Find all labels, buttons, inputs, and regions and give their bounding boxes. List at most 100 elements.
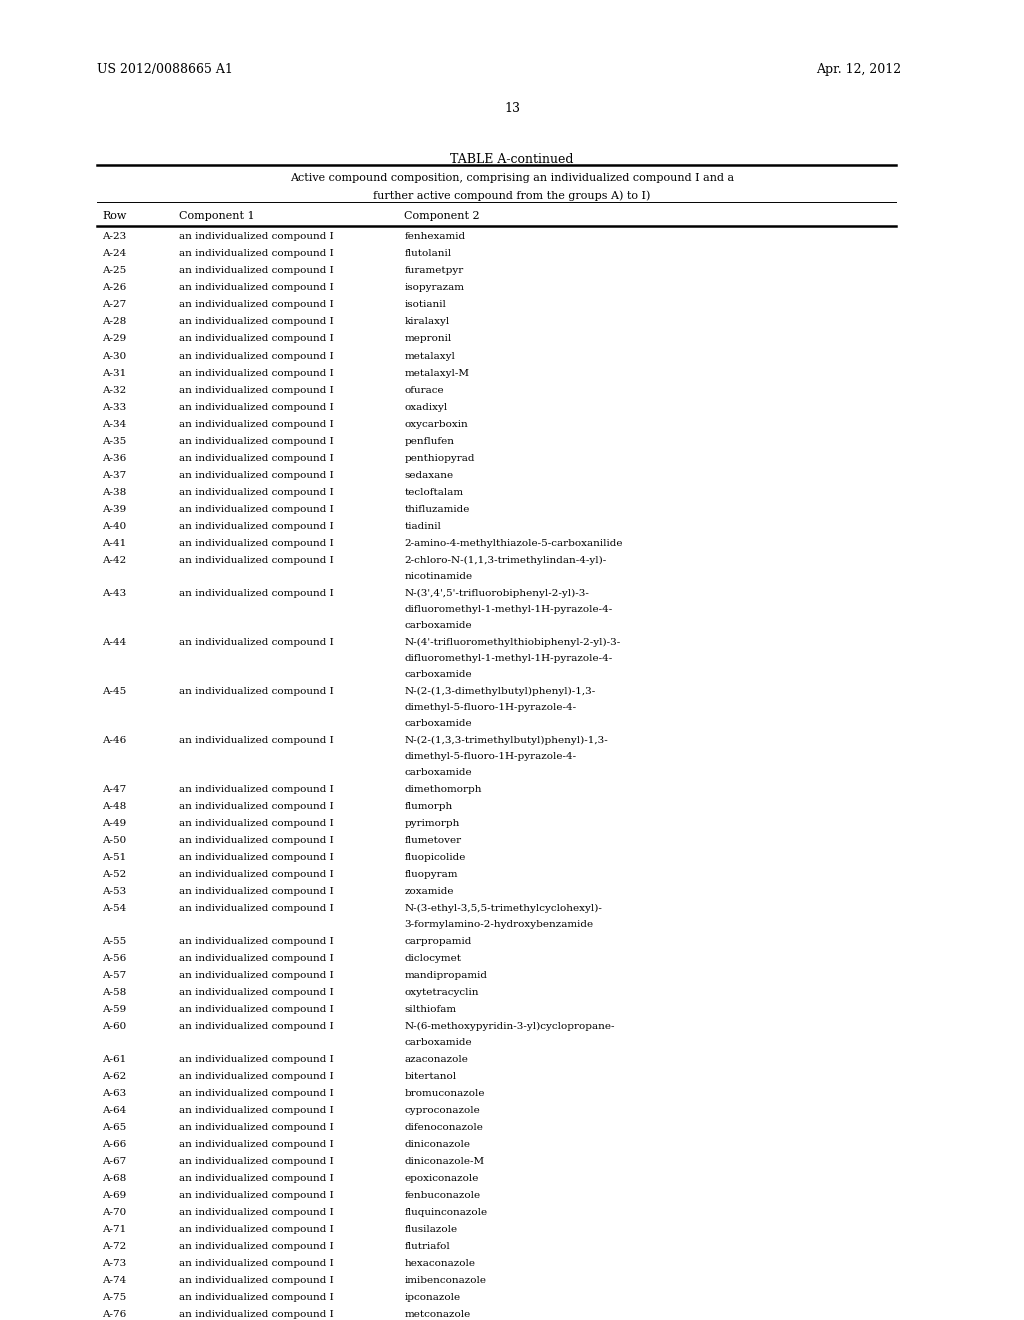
Text: penflufen: penflufen (404, 437, 455, 446)
Text: cyproconazole: cyproconazole (404, 1106, 480, 1115)
Text: an individualized compound I: an individualized compound I (179, 735, 334, 744)
Text: A-32: A-32 (102, 385, 127, 395)
Text: TABLE A-continued: TABLE A-continued (451, 153, 573, 166)
Text: Row: Row (102, 211, 127, 222)
Text: mepronil: mepronil (404, 334, 452, 343)
Text: 13: 13 (504, 102, 520, 115)
Text: isotianil: isotianil (404, 301, 446, 309)
Text: an individualized compound I: an individualized compound I (179, 1123, 334, 1133)
Text: an individualized compound I: an individualized compound I (179, 318, 334, 326)
Text: Apr. 12, 2012: Apr. 12, 2012 (816, 63, 901, 77)
Text: an individualized compound I: an individualized compound I (179, 1276, 334, 1286)
Text: an individualized compound I: an individualized compound I (179, 1175, 334, 1183)
Text: metalaxyl-M: metalaxyl-M (404, 368, 469, 378)
Text: an individualized compound I: an individualized compound I (179, 1005, 334, 1014)
Text: A-76: A-76 (102, 1311, 127, 1320)
Text: carboxamide: carboxamide (404, 1038, 472, 1047)
Text: an individualized compound I: an individualized compound I (179, 437, 334, 446)
Text: an individualized compound I: an individualized compound I (179, 1259, 334, 1269)
Text: oxycarboxin: oxycarboxin (404, 420, 468, 429)
Text: an individualized compound I: an individualized compound I (179, 887, 334, 896)
Text: A-27: A-27 (102, 301, 127, 309)
Text: A-40: A-40 (102, 521, 127, 531)
Text: difluoromethyl-1-methyl-1H-pyrazole-4-: difluoromethyl-1-methyl-1H-pyrazole-4- (404, 605, 612, 614)
Text: A-48: A-48 (102, 801, 127, 810)
Text: A-36: A-36 (102, 454, 127, 463)
Text: A-30: A-30 (102, 351, 127, 360)
Text: an individualized compound I: an individualized compound I (179, 1294, 334, 1303)
Text: an individualized compound I: an individualized compound I (179, 249, 334, 259)
Text: A-50: A-50 (102, 836, 127, 845)
Text: an individualized compound I: an individualized compound I (179, 385, 334, 395)
Text: N-(6-methoxypyridin-3-yl)cyclopropane-: N-(6-methoxypyridin-3-yl)cyclopropane- (404, 1022, 615, 1031)
Text: an individualized compound I: an individualized compound I (179, 488, 334, 496)
Text: A-45: A-45 (102, 686, 127, 696)
Text: fluquinconazole: fluquinconazole (404, 1208, 487, 1217)
Text: A-35: A-35 (102, 437, 127, 446)
Text: pyrimorph: pyrimorph (404, 818, 460, 828)
Text: flutolanil: flutolanil (404, 249, 452, 259)
Text: A-42: A-42 (102, 556, 127, 565)
Text: A-41: A-41 (102, 539, 127, 548)
Text: an individualized compound I: an individualized compound I (179, 471, 334, 479)
Text: carboxamide: carboxamide (404, 768, 472, 776)
Text: A-74: A-74 (102, 1276, 127, 1286)
Text: A-39: A-39 (102, 504, 127, 513)
Text: an individualized compound I: an individualized compound I (179, 1192, 334, 1200)
Text: furametpyr: furametpyr (404, 267, 464, 276)
Text: an individualized compound I: an individualized compound I (179, 403, 334, 412)
Text: an individualized compound I: an individualized compound I (179, 284, 334, 293)
Text: an individualized compound I: an individualized compound I (179, 539, 334, 548)
Text: an individualized compound I: an individualized compound I (179, 836, 334, 845)
Text: ofurace: ofurace (404, 385, 444, 395)
Text: A-71: A-71 (102, 1225, 127, 1234)
Text: an individualized compound I: an individualized compound I (179, 1055, 334, 1064)
Text: diniconazole-M: diniconazole-M (404, 1158, 484, 1167)
Text: bromuconazole: bromuconazole (404, 1089, 485, 1098)
Text: an individualized compound I: an individualized compound I (179, 870, 334, 879)
Text: A-37: A-37 (102, 471, 127, 479)
Text: an individualized compound I: an individualized compound I (179, 954, 334, 964)
Text: A-59: A-59 (102, 1005, 127, 1014)
Text: carboxamide: carboxamide (404, 669, 472, 678)
Text: 3-formylamino-2-hydroxybenzamide: 3-formylamino-2-hydroxybenzamide (404, 920, 594, 929)
Text: penthiopyrad: penthiopyrad (404, 454, 475, 463)
Text: an individualized compound I: an individualized compound I (179, 818, 334, 828)
Text: A-34: A-34 (102, 420, 127, 429)
Text: an individualized compound I: an individualized compound I (179, 801, 334, 810)
Text: A-44: A-44 (102, 638, 127, 647)
Text: A-61: A-61 (102, 1055, 127, 1064)
Text: zoxamide: zoxamide (404, 887, 454, 896)
Text: an individualized compound I: an individualized compound I (179, 1089, 334, 1098)
Text: thifluzamide: thifluzamide (404, 504, 470, 513)
Text: fenbuconazole: fenbuconazole (404, 1192, 480, 1200)
Text: oxytetracyclin: oxytetracyclin (404, 989, 479, 997)
Text: N-(2-(1,3,3-trimethylbutyl)phenyl)-1,3-: N-(2-(1,3,3-trimethylbutyl)phenyl)-1,3- (404, 735, 608, 744)
Text: A-49: A-49 (102, 818, 127, 828)
Text: an individualized compound I: an individualized compound I (179, 454, 334, 463)
Text: an individualized compound I: an individualized compound I (179, 989, 334, 997)
Text: an individualized compound I: an individualized compound I (179, 1022, 334, 1031)
Text: an individualized compound I: an individualized compound I (179, 1311, 334, 1320)
Text: an individualized compound I: an individualized compound I (179, 1242, 334, 1251)
Text: A-38: A-38 (102, 488, 127, 496)
Text: an individualized compound I: an individualized compound I (179, 232, 334, 242)
Text: A-28: A-28 (102, 318, 127, 326)
Text: an individualized compound I: an individualized compound I (179, 420, 334, 429)
Text: an individualized compound I: an individualized compound I (179, 853, 334, 862)
Text: epoxiconazole: epoxiconazole (404, 1175, 479, 1183)
Text: N-(3',4',5'-trifluorobiphenyl-2-yl)-3-: N-(3',4',5'-trifluorobiphenyl-2-yl)-3- (404, 589, 590, 598)
Text: nicotinamide: nicotinamide (404, 572, 473, 581)
Text: flutriafol: flutriafol (404, 1242, 451, 1251)
Text: A-31: A-31 (102, 368, 127, 378)
Text: an individualized compound I: an individualized compound I (179, 638, 334, 647)
Text: fluopicolide: fluopicolide (404, 853, 466, 862)
Text: tecloftalam: tecloftalam (404, 488, 464, 496)
Text: an individualized compound I: an individualized compound I (179, 521, 334, 531)
Text: an individualized compound I: an individualized compound I (179, 1140, 334, 1150)
Text: an individualized compound I: an individualized compound I (179, 972, 334, 979)
Text: Component 1: Component 1 (179, 211, 255, 222)
Text: an individualized compound I: an individualized compound I (179, 351, 334, 360)
Text: metconazole: metconazole (404, 1311, 471, 1320)
Text: A-62: A-62 (102, 1072, 127, 1081)
